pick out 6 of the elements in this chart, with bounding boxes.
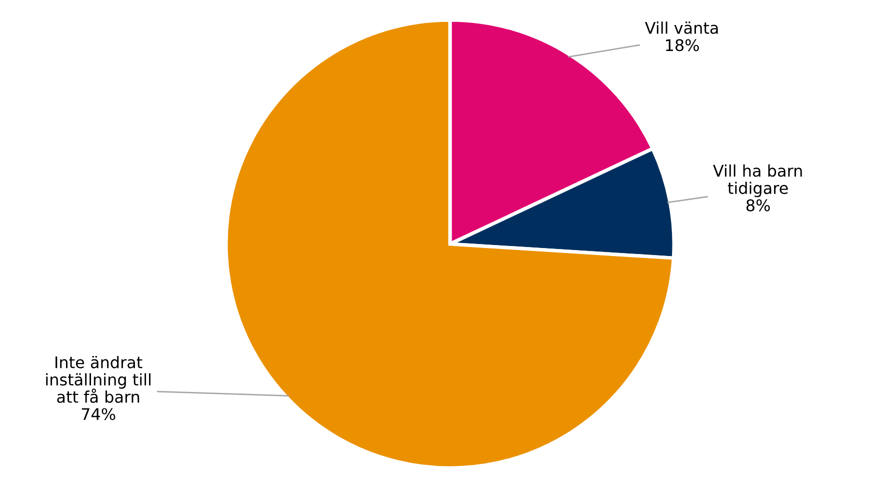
slice-label: Vill ha barn tidigare — [713, 164, 802, 198]
slice-label: Vill vänta — [644, 22, 718, 34]
data-label: 8% — [746, 199, 770, 212]
slice-label: Inte ändrat inställning till att få barn — [46, 356, 150, 403]
data-label: 18% — [666, 39, 699, 52]
data-label: 74% — [82, 408, 116, 420]
